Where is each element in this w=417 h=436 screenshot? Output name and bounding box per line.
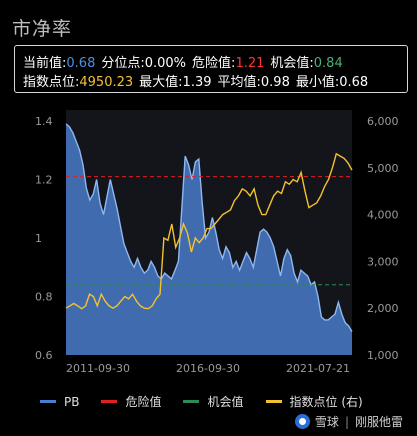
- stat-label: 最大值:: [139, 75, 183, 90]
- legend-swatch: [40, 400, 56, 403]
- stats-panel: 当前值:0.68 分位点:0.00% 危险值:1.21 机会值:0.84 指数点位:4…: [14, 45, 408, 93]
- y-left-tick-label: 1: [35, 232, 42, 245]
- stat-label: 最小值:: [295, 75, 340, 90]
- y-right-tick-label: 3,000: [367, 255, 399, 268]
- chart-legend: PB 危险值 机会值 指数点位 (右): [40, 392, 385, 410]
- legend-swatch: [101, 400, 118, 403]
- legend-item: 机会值: [183, 393, 244, 410]
- y-left-tick-label: 1.4: [35, 115, 53, 128]
- stat-value: 0.68: [66, 56, 96, 71]
- y-right-tick-label: 4,000: [367, 209, 399, 222]
- stat-label: 平均值:: [217, 75, 261, 90]
- y-right-tick-label: 2,000: [367, 302, 399, 315]
- legend-label: 机会值: [207, 395, 244, 409]
- legend-swatch: [183, 400, 200, 403]
- x-tick-label: 2016-09-30: [176, 362, 240, 375]
- y-right-tick-label: 5,000: [367, 162, 399, 175]
- x-tick-label: 2021-07-21: [286, 362, 350, 375]
- legend-swatch: [265, 400, 282, 403]
- legend-label: PB: [64, 394, 80, 409]
- legend-item: 指数点位 (右): [265, 393, 363, 410]
- stat-label: 机会值:: [270, 56, 314, 71]
- legend-label: 指数点位 (右): [289, 395, 363, 409]
- pb-line: [65, 123, 353, 332]
- stat-value: 0.84: [313, 56, 343, 71]
- xueqiu-logo-icon: [294, 414, 310, 429]
- stat-value: 0.00%: [144, 56, 187, 71]
- stat-label: 危险值:: [192, 56, 236, 71]
- page-title: 市净率: [12, 18, 73, 40]
- brand-site: 雪球: [314, 415, 339, 429]
- y-left-tick-label: 0.6: [35, 349, 53, 362]
- y-right-tick-label: 1,000: [367, 349, 399, 362]
- stat-value: 1.21: [235, 56, 265, 71]
- stat-label: 当前值:: [23, 56, 67, 71]
- stat-value: 1.39: [182, 75, 212, 90]
- legend-item: 危险值: [101, 393, 161, 410]
- stat-value: 4950.23: [79, 75, 134, 90]
- legend-item: PB: [40, 395, 79, 409]
- pb-area: [66, 123, 352, 356]
- stat-value: 0.68: [339, 75, 369, 90]
- y-right-tick-label: 6,000: [367, 115, 399, 128]
- stat-label: 分位点:: [101, 56, 145, 71]
- stats-line-1: 当前值:0.68 分位点:0.00% 危险值:1.21 机会值:0.84: [23, 52, 343, 71]
- watermark: 雪球 | 刚服他雷: [294, 413, 403, 430]
- y-left-tick-label: 1.2: [35, 174, 53, 187]
- y-left-tick-label: 0.8: [35, 291, 53, 304]
- brand-user: 刚服他雷: [354, 415, 403, 429]
- stat-value: 0.98: [260, 75, 290, 90]
- index-line: [65, 152, 353, 310]
- stat-label: 指数点位:: [23, 75, 80, 90]
- legend-label: 危险值: [125, 395, 162, 409]
- brand-separator: |: [344, 414, 349, 429]
- stats-line-2: 指数点位:4950.23 最大值:1.39 平均值:0.98 最小值:0.68: [23, 71, 368, 90]
- x-tick-label: 2011-09-30: [66, 362, 130, 375]
